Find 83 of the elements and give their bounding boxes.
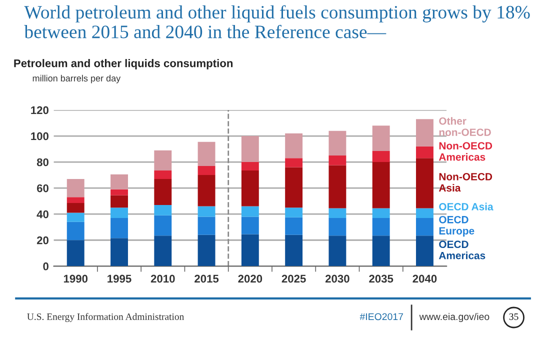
bar [416, 158, 434, 208]
y-tick-label: 60 [36, 184, 48, 192]
y-axis-title: million barrels per day [32, 74, 121, 84]
bar [66, 222, 84, 240]
x-tick-label: 2015 [194, 274, 219, 283]
bar [372, 236, 390, 266]
bar [110, 174, 128, 190]
bar [198, 234, 216, 266]
x-tick-label: 2010 [150, 274, 175, 283]
bar [154, 150, 172, 171]
bar [154, 236, 172, 266]
bar [110, 189, 128, 196]
series-label: Non-OECD Asia [438, 173, 492, 192]
series-label: OECD Americas [438, 240, 486, 260]
series-label: Non-OECD Americas [438, 142, 492, 161]
text: 35 [509, 313, 518, 320]
bar [110, 238, 128, 266]
bar [66, 197, 84, 204]
series-label: OECD Europe [439, 216, 474, 237]
x-tick-label: 2030 [325, 274, 350, 283]
text: www.eia.gov/ieo [419, 312, 490, 322]
bar [285, 167, 303, 208]
bar [241, 162, 259, 171]
bar [285, 208, 303, 218]
bar [372, 150, 390, 162]
y-tick-label: 120 [31, 106, 48, 114]
bar [328, 156, 346, 166]
bar [110, 218, 128, 238]
x-tick-label: 2035 [369, 274, 394, 283]
x-tick-label: 2025 [282, 274, 306, 283]
bar [110, 208, 128, 218]
bar [66, 212, 84, 222]
bar [416, 236, 434, 266]
bar [416, 208, 434, 218]
bar [328, 165, 346, 208]
bar [416, 146, 434, 158]
series-label: OECD Asia [439, 202, 494, 210]
bar [372, 208, 390, 218]
bar [66, 178, 84, 198]
bar [154, 170, 172, 179]
bar [416, 218, 434, 236]
bar [241, 216, 259, 234]
chart-title: World petroleum and other liquid fuels consumption grows by 18% between 2015 and 2040 in the Reference case— [24, 5, 530, 38]
x-tick-label: 1995 [108, 274, 132, 283]
bar [328, 208, 346, 218]
bar [328, 236, 346, 266]
series-label: Other non-OECD [439, 117, 491, 136]
bar [285, 158, 303, 168]
bar [198, 216, 216, 235]
bar [154, 178, 172, 205]
bar [372, 126, 390, 151]
bar [241, 206, 259, 217]
y-tick-label: 100 [31, 132, 48, 140]
bar [198, 175, 216, 206]
bar [154, 204, 172, 216]
bar [285, 217, 303, 235]
y-tick-label: 40 [36, 210, 48, 218]
bar [241, 234, 259, 266]
y-tick-label: 0 [43, 262, 48, 270]
bar [241, 136, 259, 162]
bar [328, 130, 346, 156]
x-tick-label: 2020 [238, 274, 262, 283]
bar [154, 215, 172, 236]
bar [110, 195, 128, 208]
y-tick-label: 80 [36, 158, 48, 166]
chart-subtitle: Petroleum and other liquids consumption [14, 59, 233, 70]
bar [66, 203, 84, 213]
bar [372, 218, 390, 236]
x-tick-label: 1990 [64, 274, 88, 283]
bar [285, 133, 303, 158]
x-tick-label: 2040 [412, 274, 437, 283]
bar [416, 119, 434, 146]
bar [285, 234, 303, 266]
bar [198, 206, 216, 217]
bar [198, 142, 216, 166]
bar [198, 166, 216, 176]
y-tick-label: 20 [36, 236, 48, 244]
bar [328, 218, 346, 236]
bar [66, 240, 84, 266]
text: U.S. Energy Information Administration [27, 313, 184, 322]
bar [372, 162, 390, 208]
bar [241, 170, 259, 206]
text: #IEO2017 [360, 313, 404, 320]
